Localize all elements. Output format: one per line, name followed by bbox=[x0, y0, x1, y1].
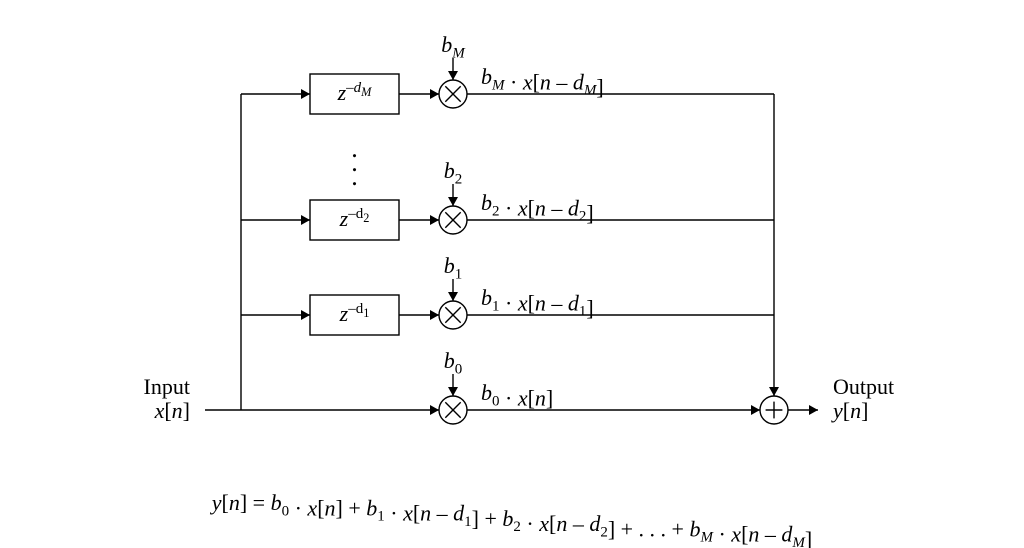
delay-label-1: z–d1 bbox=[339, 301, 370, 326]
arrowhead bbox=[448, 197, 458, 206]
arrowhead bbox=[301, 215, 310, 225]
coeff-label-2: b2 bbox=[444, 158, 463, 187]
arrowhead bbox=[448, 292, 458, 301]
arrowhead bbox=[301, 310, 310, 320]
arrowhead bbox=[430, 215, 439, 225]
output-signal-label: y[n] bbox=[831, 398, 868, 423]
product-label-0: b0 · x[n] bbox=[481, 380, 553, 410]
output-label: Output bbox=[833, 374, 894, 399]
arrowhead bbox=[751, 405, 760, 415]
arrowhead bbox=[809, 405, 818, 415]
arrowhead bbox=[769, 387, 779, 396]
vertical-ellipsis: . bbox=[351, 162, 358, 191]
arrowhead bbox=[301, 89, 310, 99]
arrowhead bbox=[430, 405, 439, 415]
fir-block-diagram: Inputx[n]Outputy[n]z–dMbMbM · x[n – dM]z… bbox=[0, 0, 1024, 548]
delay-label-2: z–d2 bbox=[339, 206, 370, 231]
difference-equation: y[n] = b0 · x[n] + b1 · x[n – d1] + b2 ·… bbox=[210, 490, 812, 548]
arrowhead bbox=[448, 71, 458, 80]
coeff-label-M: bM bbox=[441, 32, 466, 61]
coeff-label-0: b0 bbox=[444, 348, 463, 377]
input-label: Input bbox=[144, 374, 190, 399]
arrowhead bbox=[430, 89, 439, 99]
arrowhead bbox=[430, 310, 439, 320]
input-signal-label: x[n] bbox=[154, 398, 190, 423]
delay-label-M: z–dM bbox=[337, 80, 373, 105]
arrowhead bbox=[448, 387, 458, 396]
coeff-label-1: b1 bbox=[444, 253, 463, 282]
